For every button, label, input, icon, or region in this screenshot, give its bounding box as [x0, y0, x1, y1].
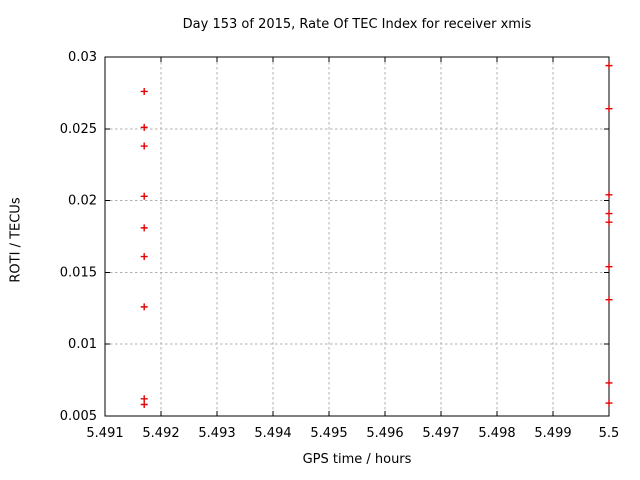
chart-title: Day 153 of 2015, Rate Of TEC Index for r… [182, 17, 532, 32]
x-tick-label: 5.498 [478, 426, 515, 441]
x-tick-label: 5.5 [599, 426, 620, 441]
y-tick-label: 0.015 [60, 265, 97, 280]
data-point-marker [140, 253, 148, 261]
data-point-marker [605, 399, 613, 407]
data-point-marker [605, 210, 613, 218]
data-point-marker [605, 62, 613, 70]
data-point-marker [605, 191, 613, 199]
x-axis-label: GPS time / hours [302, 452, 412, 467]
y-tick-label: 0.03 [68, 50, 97, 65]
x-tick-label: 5.499 [534, 426, 571, 441]
data-point-marker [605, 105, 613, 113]
data-point-marker [140, 87, 148, 95]
y-tick-label: 0.025 [60, 122, 97, 137]
data-point-marker [140, 224, 148, 232]
x-tick-label: 5.495 [310, 426, 347, 441]
data-point-marker [140, 303, 148, 311]
x-tick-label: 5.494 [254, 426, 291, 441]
x-tick-label: 5.493 [198, 426, 235, 441]
y-tick-label: 0.01 [68, 337, 97, 352]
data-point-marker [140, 401, 148, 409]
y-tick-label: 0.005 [60, 409, 97, 424]
x-tick-label: 5.492 [142, 426, 179, 441]
data-point-marker [605, 263, 613, 271]
x-tick-label: 5.496 [366, 426, 403, 441]
data-point-marker [140, 123, 148, 131]
data-point-marker [140, 142, 148, 150]
y-tick-label: 0.02 [68, 194, 97, 209]
x-tick-label: 5.491 [86, 426, 123, 441]
data-point-marker [605, 296, 613, 304]
data-point-marker [605, 218, 613, 226]
data-point-marker [605, 379, 613, 387]
plot-border [104, 56, 610, 417]
x-tick-label: 5.497 [422, 426, 459, 441]
data-point-marker [140, 192, 148, 200]
